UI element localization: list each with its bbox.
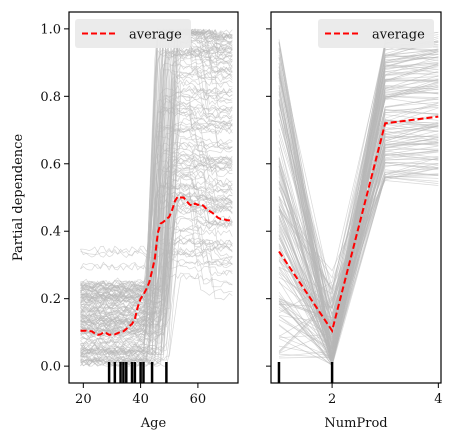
right-ice-curve: [278, 105, 439, 357]
right-ice-curve: [278, 76, 439, 365]
right-ice-curve: [278, 56, 439, 346]
left-legend: average: [75, 19, 191, 48]
right-ice-curve: [278, 91, 439, 357]
left-y-tick-label: 1.0: [40, 22, 61, 37]
left-ice-curve: [80, 74, 233, 322]
left-x-tick-label: 60: [190, 392, 207, 407]
right-ice-curve: [278, 57, 439, 333]
left-ice-curve: [80, 199, 233, 367]
left-ice-curve: [80, 111, 233, 344]
left-ice-lines: [80, 27, 233, 367]
left-ice-curve: [80, 198, 233, 287]
left-ice-curve: [80, 121, 233, 365]
left-ice-curve: [80, 36, 233, 356]
right-ice-curve: [278, 70, 439, 316]
right-x-tick-label: 2: [328, 392, 336, 407]
left-ice-curve: [80, 28, 233, 311]
right-plot-frame: [270, 11, 442, 384]
right-ice-curve: [278, 177, 439, 359]
right-x-axis-label: NumProd: [324, 416, 387, 431]
left-ice-curve: [80, 198, 233, 341]
left-y-tick-label: 0.6: [40, 157, 61, 172]
right-ice-curve: [278, 113, 439, 288]
left-rug-marks: [107, 362, 168, 383]
left-ice-curve: [80, 93, 233, 366]
left-panel: 0.0 0.2 0.4 0.6 0.8 1.0 20 40 60 Age Partial depen…: [11, 11, 239, 431]
right-ice-curve: [278, 42, 439, 361]
left-ice-curve: [80, 160, 233, 298]
left-plot-frame: [68, 11, 239, 384]
left-ice-curve: [80, 224, 233, 367]
left-ice-curve: [80, 36, 233, 334]
left-ice-curve: [80, 148, 233, 302]
left-y-tick-label: 0.2: [40, 292, 61, 307]
left-x-tick-label: 20: [75, 392, 92, 407]
left-x-axis-label: Age: [140, 416, 167, 431]
left-ice-curve: [80, 28, 233, 288]
right-average-line: [278, 115, 439, 334]
left-ice-curve: [80, 28, 233, 324]
left-x-tick-label: 40: [132, 392, 149, 407]
right-rug-marks: [277, 362, 334, 383]
left-ice-curve: [80, 164, 233, 306]
left-ice-curve: [80, 70, 233, 366]
left-y-tick-label: 0.0: [40, 360, 61, 375]
left-ice-curve: [80, 191, 233, 318]
left-ice-curve: [80, 28, 233, 314]
left-ice-curve: [80, 215, 233, 356]
left-ice-curve: [80, 159, 233, 295]
right-panel: 2 4 NumProd average: [266, 11, 442, 431]
left-ice-curve: [80, 190, 233, 315]
right-axes: 2 4 NumProd: [266, 11, 442, 431]
left-axes: 0.0 0.2 0.4 0.6 0.8 1.0 20 40 60 Age Partial depen…: [11, 11, 239, 431]
right-ice-curve: [278, 55, 439, 295]
left-y-tick-label: 0.4: [40, 225, 61, 240]
left-y-tick-label: 0.8: [40, 90, 61, 105]
right-ice-curve: [278, 154, 439, 366]
left-average-line: [80, 195, 233, 336]
left-ice-curve: [80, 251, 233, 357]
right-legend: average: [318, 19, 434, 48]
right-x-tick-label: 4: [434, 392, 442, 407]
right-ice-curve: [278, 95, 439, 309]
left-ice-curve: [80, 117, 233, 329]
right-ice-curve: [278, 143, 439, 354]
left-ice-curve: [80, 49, 233, 317]
left-ice-curve: [80, 90, 233, 297]
left-ice-curve: [80, 67, 233, 326]
left-ice-curve: [80, 104, 233, 337]
left-y-axis-label: Partial dependence: [11, 134, 26, 262]
left-ice-curve: [80, 224, 233, 339]
left-ice-curve: [80, 44, 233, 353]
right-average-series: [278, 115, 439, 334]
right-ice-curve: [278, 157, 439, 325]
right-ice-curve: [278, 63, 439, 290]
right-ice-lines: [278, 31, 439, 368]
right-ice-curve: [278, 147, 439, 368]
left-average-series: [80, 195, 233, 336]
left-ice-curve: [80, 217, 233, 342]
right-legend-box: [318, 19, 434, 48]
right-ice-curve: [278, 86, 439, 292]
left-legend-label: average: [129, 28, 182, 43]
right-ice-curve: [278, 75, 439, 358]
right-legend-label: average: [372, 28, 425, 43]
left-ice-curve: [80, 99, 233, 357]
left-legend-box: [75, 19, 191, 48]
right-ice-curve: [278, 48, 439, 355]
left-ice-curve: [80, 248, 233, 326]
right-ice-curve: [278, 160, 439, 310]
right-ice-curve: [278, 53, 439, 308]
left-ice-curve: [80, 192, 233, 338]
left-ice-curve: [80, 49, 233, 356]
